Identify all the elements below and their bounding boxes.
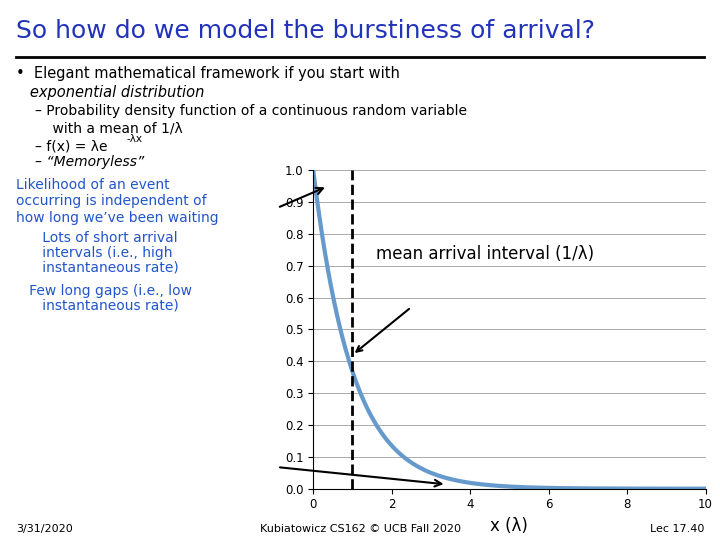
Text: – Probability density function of a continuous random variable: – Probability density function of a cont… (35, 104, 467, 118)
Text: Likelihood of an event: Likelihood of an event (16, 178, 169, 192)
Text: – f(x) = λe: – f(x) = λe (35, 139, 107, 153)
Text: So how do we model the burstiness of arrival?: So how do we model the burstiness of arr… (16, 19, 595, 43)
Text: Lots of short arrival: Lots of short arrival (16, 231, 177, 245)
Text: mean arrival interval (1/λ): mean arrival interval (1/λ) (376, 245, 594, 264)
Text: instantaneous rate): instantaneous rate) (16, 298, 179, 312)
Text: with a mean of 1/λ: with a mean of 1/λ (35, 122, 182, 136)
Text: -λx: -λx (127, 134, 143, 144)
Text: Few long gaps (i.e., low: Few long gaps (i.e., low (16, 284, 192, 298)
Text: occurring is independent of: occurring is independent of (16, 194, 207, 208)
Text: •  Elegant mathematical framework if you start with: • Elegant mathematical framework if you … (16, 66, 400, 81)
Text: instantaneous rate): instantaneous rate) (16, 260, 179, 274)
Text: Lec 17.40: Lec 17.40 (649, 523, 704, 534)
Text: how long we’ve been waiting: how long we’ve been waiting (16, 211, 218, 225)
X-axis label: x (λ): x (λ) (490, 517, 528, 535)
Text: – “Memoryless”: – “Memoryless” (35, 155, 144, 169)
Text: intervals (i.e., high: intervals (i.e., high (16, 246, 172, 260)
Text: Kubiatowicz CS162 © UCB Fall 2020: Kubiatowicz CS162 © UCB Fall 2020 (259, 523, 461, 534)
Text: 3/31/2020: 3/31/2020 (16, 523, 73, 534)
Text: exponential distribution: exponential distribution (16, 85, 204, 100)
